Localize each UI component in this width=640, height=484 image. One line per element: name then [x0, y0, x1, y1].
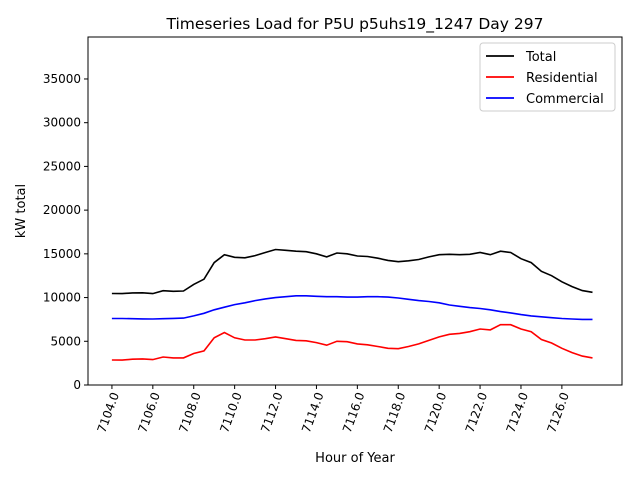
- x-axis-label: Hour of Year: [315, 451, 395, 466]
- series-line-residential: [111, 323, 593, 361]
- legend-box: [479, 42, 616, 112]
- y-axis-label: kW total: [14, 184, 29, 238]
- plot-frame: [87, 36, 623, 386]
- x-tick-label: 7106.0: [135, 390, 163, 434]
- y-tick-label: 25000: [43, 159, 81, 173]
- y-tick-label: 0: [73, 378, 81, 392]
- legend-label-commercial: Commercial: [526, 92, 604, 107]
- y-tick-label: 20000: [43, 203, 81, 217]
- x-tick-label: 7126.0: [544, 390, 572, 434]
- y-tick-label: 5000: [50, 334, 81, 348]
- x-tick-label: 7124.0: [504, 390, 532, 434]
- y-tick-label: 30000: [43, 116, 81, 130]
- series-line-commercial: [111, 294, 593, 321]
- y-tick-label: 15000: [43, 247, 81, 261]
- x-tick-label: 7116.0: [340, 390, 368, 434]
- x-tick-label: 7122.0: [463, 390, 491, 434]
- series-layer: [111, 248, 593, 361]
- y-tick-label: 10000: [43, 291, 81, 305]
- x-tick-label: 7108.0: [176, 390, 204, 434]
- x-tick-label: 7110.0: [217, 390, 245, 434]
- legend: Total Residential Commercial: [479, 42, 616, 112]
- x-tick-label: 7104.0: [95, 390, 123, 434]
- series-line-total: [111, 248, 593, 295]
- x-tick-label: 7114.0: [299, 390, 327, 434]
- chart-title: Timeseries Load for P5U p5uhs19_1247 Day…: [166, 15, 544, 34]
- x-tick-label: 7120.0: [422, 390, 450, 434]
- legend-label-total: Total: [525, 50, 556, 65]
- x-tick-label: 7118.0: [381, 390, 409, 434]
- legend-label-residential: Residential: [526, 71, 598, 86]
- x-tick-label: 7112.0: [258, 390, 286, 434]
- y-tick-label: 35000: [43, 72, 81, 86]
